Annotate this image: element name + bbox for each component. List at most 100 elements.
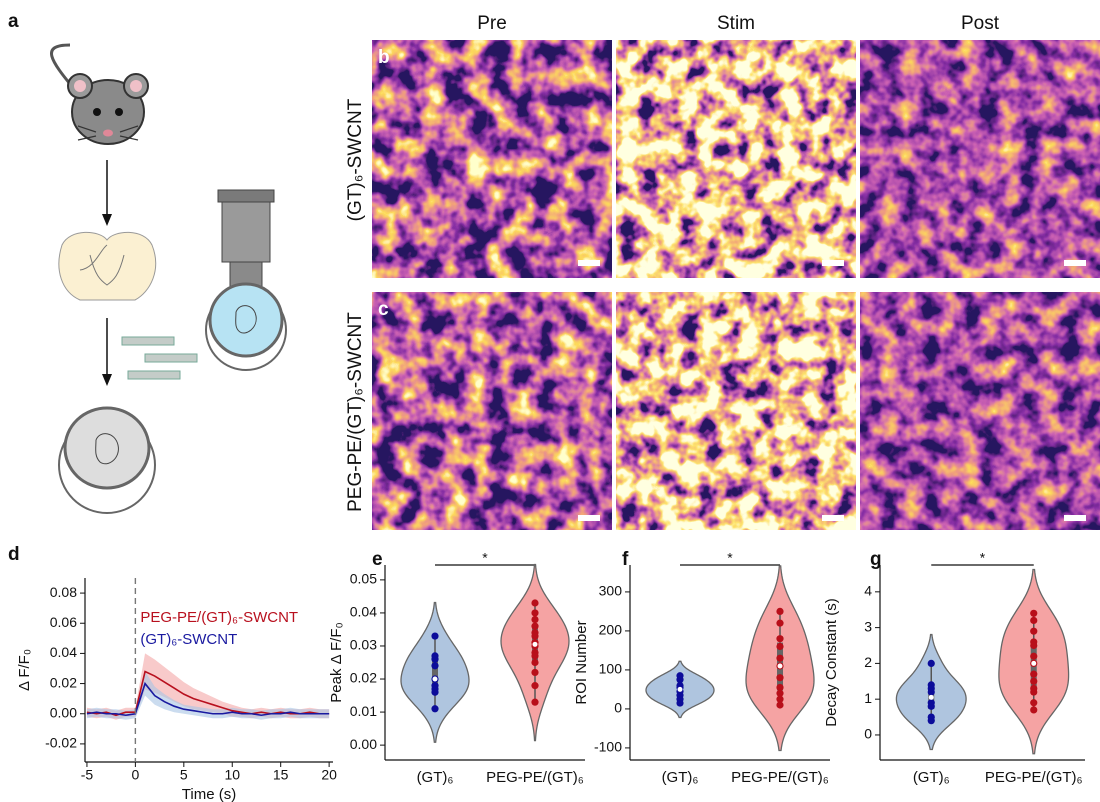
box [432, 659, 438, 689]
data-point [1030, 641, 1038, 650]
x-tick-label: 5 [180, 767, 188, 783]
data-point [676, 676, 684, 684]
scale-bars [578, 260, 1086, 521]
row-label: PEG-PE/(GT)₆-SWCNT [345, 312, 366, 512]
y-tick-label: 2 [864, 654, 872, 670]
y-tick-label: 0.04 [50, 644, 77, 660]
median [677, 686, 683, 692]
x-tick-label: PEG-PE/(GT)₆ [486, 769, 584, 786]
data-point [776, 654, 784, 662]
data-point [531, 622, 539, 630]
median [777, 663, 783, 669]
median [432, 676, 438, 682]
data-point [927, 688, 935, 696]
data-point [531, 682, 539, 690]
data-point [431, 705, 439, 713]
y-tick-label: 0.02 [50, 674, 77, 690]
data-point [531, 652, 539, 660]
data-point [927, 702, 935, 710]
significance-label: * [980, 550, 986, 566]
panel-label: e [372, 549, 383, 570]
data-point [1030, 652, 1038, 660]
data-point [1030, 706, 1038, 714]
data-point [531, 658, 539, 667]
y-tick-label: 100 [599, 661, 623, 677]
data-point [531, 632, 539, 640]
y-tick-label: 0.04 [350, 604, 377, 620]
error-band [86, 653, 330, 720]
y-axis-label: Decay Constant (s) [823, 598, 840, 726]
data-point [776, 689, 784, 697]
data-point [927, 659, 935, 667]
panel-label: b [378, 47, 390, 68]
data-point [776, 635, 784, 643]
x-tick-label: (GT)₆ [913, 769, 950, 786]
y-tick-label: 0 [614, 700, 622, 716]
schematic [50, 43, 287, 514]
data-point [1030, 616, 1038, 625]
data-point [776, 683, 784, 692]
data-point [776, 619, 784, 627]
error-band [86, 671, 330, 720]
x-tick-label: (GT)₆ [417, 769, 454, 786]
panel-label: c [378, 299, 389, 320]
y-tick-label: 3 [864, 618, 872, 634]
data-point [1030, 688, 1038, 696]
median [1031, 660, 1037, 666]
data-point [531, 668, 539, 677]
legend-label: (GT)₆-SWCNT [140, 631, 237, 648]
data-point [431, 632, 439, 640]
y-tick-label: 0.08 [50, 584, 77, 600]
data-point [676, 699, 684, 707]
data-point [1030, 699, 1038, 707]
data-point [776, 701, 784, 709]
data-point [431, 662, 439, 670]
y-tick-label: 1 [864, 690, 872, 706]
y-tick-label: 0.03 [350, 637, 377, 653]
y-tick-label: -100 [594, 739, 622, 755]
median [532, 641, 538, 647]
x-axis-label: Time (s) [182, 786, 236, 802]
x-tick-label: PEG-PE/(GT)₆ [985, 769, 1083, 786]
x-tick-label: PEG-PE/(GT)₆ [731, 769, 829, 786]
y-axis-label: ROI Number [573, 620, 590, 704]
y-tick-label: 300 [599, 583, 623, 599]
legend-label: PEG-PE/(GT)₆-SWCNT [140, 609, 298, 626]
median [928, 694, 934, 700]
column-header: Post [961, 13, 1000, 34]
heatmap-image [860, 292, 1100, 530]
y-tick-label: 0.06 [50, 614, 77, 630]
y-tick-label: 0.02 [350, 670, 377, 686]
data-point [776, 674, 784, 682]
data-point [531, 599, 539, 607]
data-point [927, 717, 935, 725]
x-tick-label: 15 [273, 767, 289, 783]
data-point [776, 695, 784, 703]
data-point [431, 688, 439, 696]
data-point [1030, 677, 1038, 685]
y-tick-label: 0.05 [350, 571, 377, 587]
data-point [1030, 609, 1038, 617]
y-axis-label: Δ F/F₀ [16, 649, 33, 691]
data-point [1030, 670, 1038, 678]
column-header: Stim [717, 13, 755, 34]
y-tick-label: 0.00 [50, 704, 77, 720]
y-axis-label: Peak Δ F/F₀ [328, 622, 345, 702]
line [86, 670, 330, 717]
x-tick-label: -5 [81, 767, 94, 783]
panel-label: g [870, 549, 882, 570]
y-tick-label: 200 [599, 622, 623, 638]
x-tick-label: (GT)₆ [662, 769, 699, 786]
x-tick-label: 20 [321, 767, 337, 783]
y-tick-label: 0.01 [350, 703, 377, 719]
data-point [531, 698, 539, 706]
y-tick-label: 4 [864, 583, 872, 599]
image-grid: Pre Stim Post (GT)₆-SWCNT PEG-PE/(GT)₆-S… [345, 13, 1100, 530]
row-label: (GT)₆-SWCNT [345, 98, 366, 221]
significance-label: * [727, 550, 733, 566]
significance-label: * [482, 550, 488, 566]
x-tick-label: 10 [224, 767, 240, 783]
panel-label: d [8, 544, 20, 565]
data-point [776, 642, 784, 651]
